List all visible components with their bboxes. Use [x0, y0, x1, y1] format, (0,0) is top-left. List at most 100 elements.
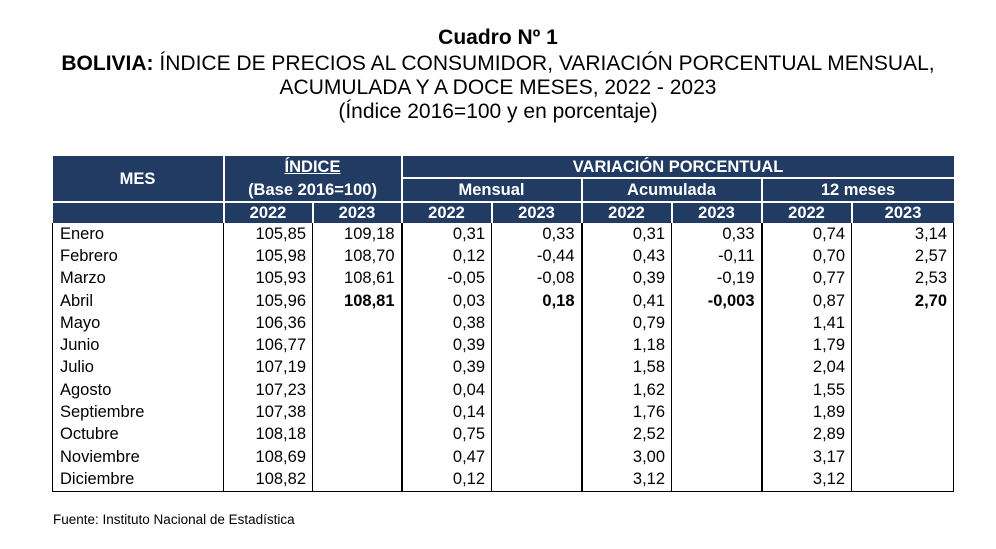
mensual-2022-cell: 0,12	[400, 245, 492, 268]
doce-meses-2023-cell	[851, 356, 955, 380]
header-year-2022: 2022	[222, 202, 313, 223]
mensual-2023-cell: 0,18	[491, 289, 582, 313]
mensual-2023-cell	[491, 312, 582, 335]
doce-meses-2022-cell: 0,74	[760, 223, 852, 246]
header-year-2022: 2022	[400, 202, 492, 223]
indice-2023-cell: 108,70	[311, 245, 402, 268]
acumulada-2023-cell	[671, 379, 762, 402]
doce-meses-2022-cell: 2,04	[760, 356, 852, 380]
indice-2022-cell: 106,77	[223, 334, 313, 357]
mensual-2022-cell: 0,31	[400, 223, 492, 246]
indice-2023-cell	[311, 423, 402, 446]
header-year-2023: 2023	[490, 202, 582, 223]
header-mes: MES	[52, 156, 224, 202]
header-year-2022: 2022	[760, 202, 852, 223]
doce-meses-2023-cell	[851, 379, 955, 402]
mensual-2023-cell	[491, 468, 582, 492]
acumulada-2023-cell: -0,11	[671, 245, 762, 268]
indice-2023-cell: 108,81	[311, 289, 402, 313]
indice-2022-cell: 108,82	[223, 468, 313, 492]
ipc-table: MES ÍNDICE VARIACIÓN PORCENTUAL (Base 20…	[52, 156, 955, 492]
mensual-2022-cell: 0,39	[400, 334, 492, 357]
mensual-2022-cell: -0,05	[400, 267, 492, 290]
table-row: Enero 105,85 109,18 0,31 0,33 0,31 0,33 0,74 3,1…	[52, 223, 955, 246]
subtitle-text: ÍNDICE DE PRECIOS AL CONSUMIDOR, VARIACI…	[159, 52, 935, 75]
indice-2023-cell	[311, 312, 402, 335]
table-body: Enero 105,85 109,18 0,31 0,33 0,31 0,33 0,74 3,1…	[52, 223, 955, 492]
mensual-2023-cell	[491, 334, 582, 357]
doce-meses-2022-cell: 0,87	[760, 289, 852, 313]
table-subtitle: BOLIVIA: ÍNDICE DE PRECIOS AL CONSUMIDOR…	[0, 52, 996, 76]
month-cell: Noviembre	[52, 445, 224, 469]
indice-2023-cell	[311, 445, 402, 469]
subtitle-line3: (Índice 2016=100 y en porcentaje)	[338, 100, 658, 123]
month-cell: Septiembre	[52, 401, 224, 424]
month-cell: Mayo	[52, 312, 224, 335]
doce-meses-2022-cell: 0,77	[760, 267, 852, 290]
indice-2022-cell: 108,18	[223, 423, 313, 446]
doce-meses-2023-cell: 2,53	[851, 267, 955, 290]
indice-2023-cell	[311, 356, 402, 380]
acumulada-2022-cell: 0,31	[580, 223, 672, 246]
acumulada-2022-cell: 1,18	[580, 334, 672, 357]
acumulada-2023-cell	[671, 423, 762, 446]
table-row: Abril 105,96 108,81 0,03 0,18 0,41 -0,003 0,87 2…	[52, 289, 955, 313]
doce-meses-2022-cell: 1,89	[760, 401, 852, 424]
acumulada-2022-cell: 0,79	[580, 312, 672, 335]
doce-meses-2022-cell: 1,79	[760, 334, 852, 357]
table-row: Junio 106,77 0,39 1,18 1,79	[52, 334, 955, 357]
header-indice-base: (Base 2016=100)	[222, 178, 402, 202]
table-row: Julio 107,19 0,39 1,58 2,04	[52, 356, 955, 380]
doce-meses-2022-cell: 0,70	[760, 245, 852, 268]
indice-2023-cell: 108,61	[311, 267, 402, 290]
doce-meses-2023-cell: 2,70	[851, 289, 955, 313]
table-row: Octubre 108,18 0,75 2,52 2,89	[52, 423, 955, 446]
indice-2022-cell: 105,98	[223, 245, 313, 268]
month-cell: Febrero	[52, 245, 224, 268]
table-row: Febrero 105,98 108,70 0,12 -0,44 0,43 -0,11 0,7…	[52, 245, 955, 268]
header-acumulada: Acumulada	[580, 178, 762, 203]
month-cell: Junio	[52, 334, 224, 357]
table-row: Agosto 107,23 0,04 1,62 1,55	[52, 379, 955, 402]
table-row: Septiembre 107,38 0,14 1,76 1,89	[52, 401, 955, 424]
header-year-2023: 2023	[311, 202, 402, 223]
indice-2022-cell: 107,23	[223, 379, 313, 402]
doce-meses-2023-cell	[851, 334, 955, 357]
indice-2022-cell: 105,93	[223, 267, 313, 290]
table-row: Noviembre 108,69 0,47 3,00 3,17	[52, 445, 955, 469]
header-blank	[52, 202, 224, 223]
indice-2022-cell: 107,38	[223, 401, 313, 424]
indice-2022-cell: 105,96	[223, 289, 313, 313]
mensual-2023-cell	[491, 356, 582, 380]
mensual-2023-cell	[491, 423, 582, 446]
acumulada-2022-cell: 3,12	[580, 468, 672, 492]
doce-meses-2023-cell	[851, 468, 955, 492]
indice-2023-cell	[311, 468, 402, 492]
mensual-2022-cell: 0,38	[400, 312, 492, 335]
acumulada-2023-cell	[671, 334, 762, 357]
doce-meses-2022-cell: 1,41	[760, 312, 852, 335]
mensual-2023-cell: -0,08	[491, 267, 582, 290]
mensual-2022-cell: 0,12	[400, 468, 492, 492]
indice-2023-cell	[311, 334, 402, 357]
acumulada-2023-cell	[671, 401, 762, 424]
indice-2023-cell	[311, 379, 402, 402]
title-block: Cuadro Nº 1 BOLIVIA: ÍNDICE DE PRECIOS A…	[0, 26, 996, 124]
table-row: Mayo 106,36 0,38 0,79 1,41	[52, 312, 955, 335]
month-cell: Marzo	[52, 267, 224, 290]
header-year-2023: 2023	[670, 202, 762, 223]
indice-2022-cell: 106,36	[223, 312, 313, 335]
acumulada-2023-cell	[671, 312, 762, 335]
acumulada-2022-cell: 3,00	[580, 445, 672, 469]
doce-meses-2023-cell	[851, 423, 955, 446]
table-title: Cuadro Nº 1	[438, 26, 558, 49]
mensual-2022-cell: 0,39	[400, 356, 492, 380]
acumulada-2022-cell: 1,58	[580, 356, 672, 380]
subtitle-line2: ACUMULADA Y A DOCE MESES, 2022 - 2023	[279, 76, 717, 99]
mensual-2023-cell: -0,44	[491, 245, 582, 268]
month-cell: Octubre	[52, 423, 224, 446]
doce-meses-2023-cell: 2,57	[851, 245, 955, 268]
month-cell: Diciembre	[52, 468, 224, 492]
source-note: Fuente: Instituto Nacional de Estadístic…	[53, 512, 295, 527]
header-doce-meses: 12 meses	[760, 178, 954, 203]
